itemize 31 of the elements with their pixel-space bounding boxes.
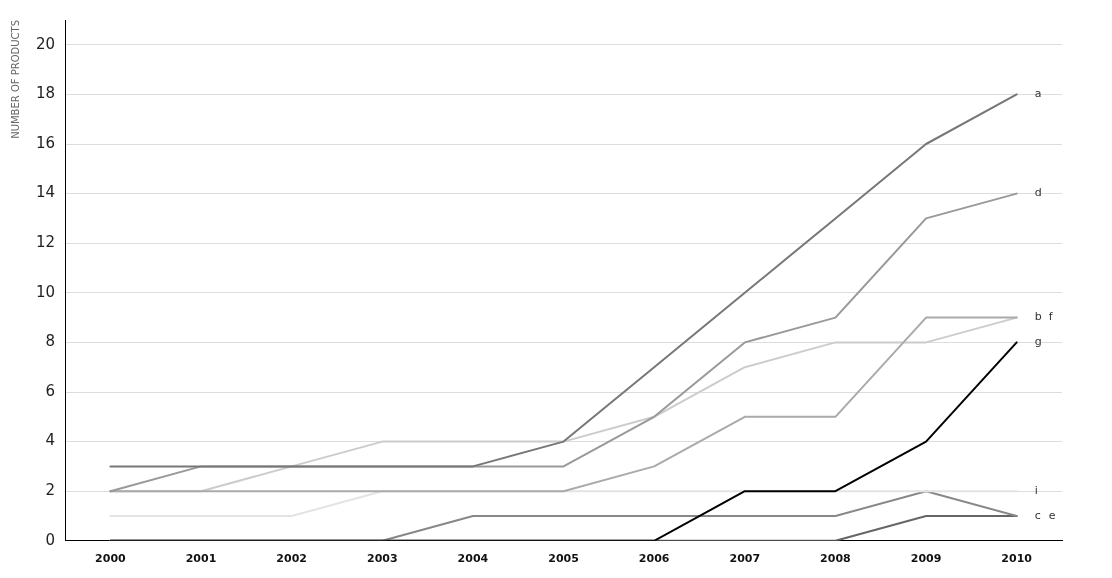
y-tick-label: 16 (35, 133, 56, 152)
y-tick-label: 18 (35, 84, 56, 103)
y-tick-label: 20 (35, 34, 56, 53)
x-tick-label: 2009 (910, 552, 942, 566)
x-tick-label: 2000 (95, 552, 127, 566)
x-tick-label: 2007 (729, 552, 761, 566)
y-tick-label: 8 (45, 332, 56, 351)
y-tick-label: 14 (35, 183, 56, 202)
y-tick-label: 12 (35, 233, 56, 252)
series-label: i (1034, 484, 1038, 498)
y-tick-label: 2 (45, 481, 56, 500)
series-label: c (1034, 508, 1041, 522)
series-label: d (1034, 186, 1042, 200)
x-tick-label: 2001 (185, 552, 217, 566)
x-tick-label: 2008 (820, 552, 851, 566)
series-label: a (1034, 87, 1042, 101)
series-label: b (1034, 310, 1042, 324)
x-tick-label: 2010 (1001, 552, 1033, 566)
x-tick-label: 2002 (276, 552, 307, 566)
x-tick-label: 2005 (548, 552, 579, 566)
x-tick-label: 2006 (638, 552, 670, 566)
x-tick-label: 2004 (457, 552, 489, 566)
series-label: g (1034, 335, 1042, 349)
y-tick-label: 4 (45, 431, 56, 450)
y-tick-label: 0 (45, 530, 56, 549)
text: e (1048, 508, 1056, 522)
y-tick-label: 10 (35, 282, 56, 301)
y-axis-title: NUMBER OF PRODUCTS (9, 20, 21, 139)
x-tick-label: 2003 (366, 552, 398, 566)
y-tick-label: 6 (45, 381, 56, 400)
text: f (1048, 310, 1054, 324)
